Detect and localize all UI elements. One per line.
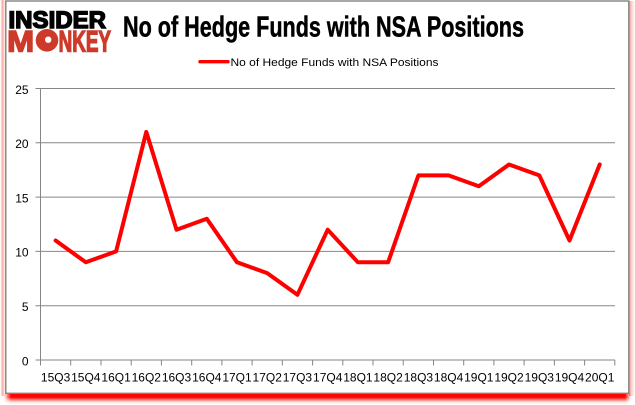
svg-text:INSIDER: INSIDER	[9, 7, 107, 34]
svg-text:17Q2: 17Q2	[253, 371, 283, 385]
svg-text:15Q4: 15Q4	[71, 371, 101, 385]
svg-text:16Q4: 16Q4	[192, 371, 222, 385]
svg-text:19Q1: 19Q1	[464, 371, 494, 385]
svg-text:19Q3: 19Q3	[525, 371, 555, 385]
svg-text:17Q4: 17Q4	[313, 371, 343, 385]
svg-text:15Q3: 15Q3	[41, 371, 71, 385]
svg-text:10: 10	[15, 246, 29, 260]
svg-text:5: 5	[22, 300, 29, 314]
svg-text:20Q1: 20Q1	[585, 371, 615, 385]
svg-text:16Q3: 16Q3	[162, 371, 192, 385]
svg-text:17Q3: 17Q3	[283, 371, 313, 385]
svg-text:No of Hedge Funds with NSA Pos: No of Hedge Funds with NSA Positions	[123, 12, 524, 44]
svg-text:25: 25	[15, 83, 29, 97]
svg-text:20: 20	[15, 137, 29, 151]
svg-text:19Q4: 19Q4	[555, 371, 585, 385]
svg-text:18Q2: 18Q2	[373, 371, 403, 385]
svg-text:18Q1: 18Q1	[343, 371, 373, 385]
svg-text:No of Hedge Funds with NSA Pos: No of Hedge Funds with NSA Positions	[231, 57, 440, 69]
svg-text:NKEY: NKEY	[59, 25, 112, 58]
svg-text:0: 0	[22, 354, 29, 368]
svg-text:18Q3: 18Q3	[404, 371, 434, 385]
svg-text:M: M	[7, 25, 34, 58]
svg-text:15: 15	[15, 191, 29, 205]
svg-text:19Q2: 19Q2	[494, 371, 524, 385]
svg-text:18Q4: 18Q4	[434, 371, 464, 385]
svg-text:17Q1: 17Q1	[222, 371, 252, 385]
svg-text:16Q2: 16Q2	[132, 371, 162, 385]
svg-text:16Q1: 16Q1	[101, 371, 131, 385]
